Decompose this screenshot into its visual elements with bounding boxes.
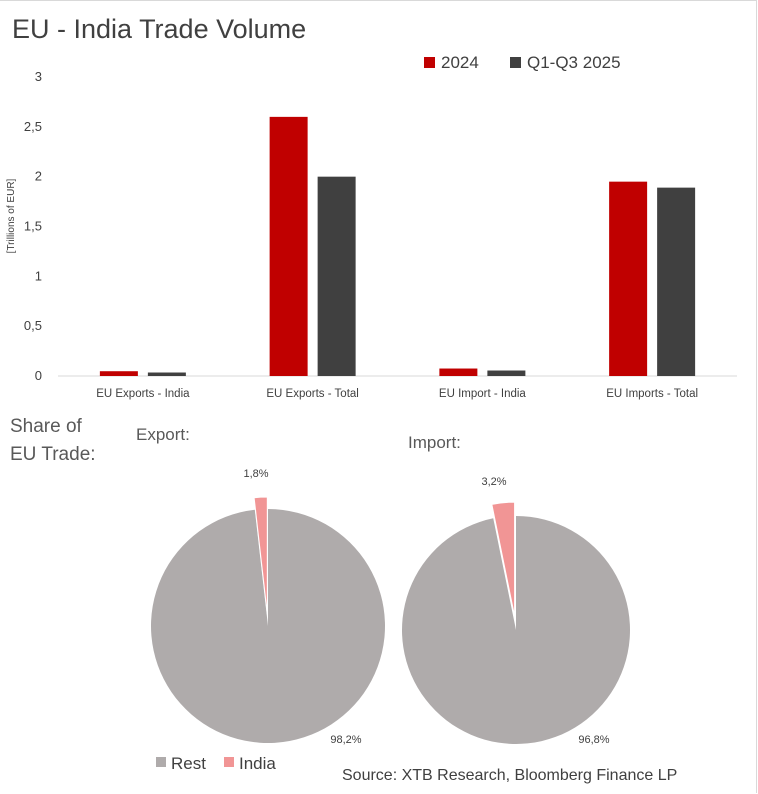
bar-2024: [609, 181, 648, 376]
y-tick-label: 3: [35, 69, 42, 84]
import-pie-title: Import:: [408, 433, 461, 452]
x-category-label: EU Exports - Total: [266, 388, 358, 400]
pie-data-label-india: 1,8%: [243, 468, 268, 480]
bar-q1-q3-2025: [317, 176, 356, 376]
y-tick-label: 1,5: [24, 219, 42, 234]
pie-slice-rest: [150, 509, 385, 744]
pie-slice-india: [491, 501, 516, 617]
bar-q1-q3-2025: [657, 187, 696, 376]
y-axis-label: [Trillions of EUR]: [6, 178, 17, 253]
legend-swatch: [510, 57, 521, 68]
x-category-label: EU Exports - India: [96, 388, 190, 400]
legend-swatch: [424, 57, 435, 68]
source-note: Source: XTB Research, Bloomberg Finance …: [342, 767, 677, 784]
pie-legend-swatch: [156, 757, 166, 767]
y-tick-label: 0: [35, 368, 42, 383]
pie-data-label-rest: 98,2%: [330, 734, 361, 746]
bar-2024: [439, 368, 478, 376]
bar-legend: 2024 Q1-Q3 2025: [424, 53, 621, 72]
bar-2024: [269, 116, 308, 376]
bar-q1-q3-2025: [147, 372, 186, 376]
legend-label: Q1-Q3 2025: [527, 53, 621, 72]
y-tick-label: 1: [35, 268, 42, 283]
pie-charts: 1,8% 98,2% 3,2% 96,8%: [150, 468, 630, 746]
y-axis: 0 0,5 1 1,5 2 2,5 3: [24, 69, 42, 383]
pie-legend-label: India: [239, 754, 276, 773]
pie-slice-rest: [401, 516, 630, 744]
y-tick-label: 0,5: [24, 318, 42, 333]
bar-series: [99, 116, 696, 376]
pie-slice-india: [253, 496, 268, 615]
x-axis-categories: EU Exports - India EU Exports - Total EU I…: [96, 388, 698, 400]
pie-legend-swatch: [224, 757, 234, 767]
share-label-line-1: Share of: [10, 416, 83, 437]
pie-data-label-rest: 96,8%: [578, 734, 609, 746]
pie-legend: Rest India: [156, 754, 276, 773]
pie-data-label-india: 3,2%: [481, 476, 506, 488]
bar-q1-q3-2025: [487, 370, 526, 376]
x-category-label: EU Imports - Total: [606, 388, 698, 400]
chart-title: EU - India Trade Volume: [12, 14, 306, 44]
y-tick-label: 2: [35, 169, 42, 184]
bar-2024: [99, 371, 138, 376]
legend-label: 2024: [441, 53, 479, 72]
share-label-line-2: EU Trade:: [10, 444, 96, 465]
y-tick-label: 2,5: [24, 119, 42, 134]
x-category-label: EU Import - India: [439, 388, 527, 400]
export-pie-title: Export:: [136, 425, 190, 444]
pie-legend-label: Rest: [171, 754, 206, 773]
